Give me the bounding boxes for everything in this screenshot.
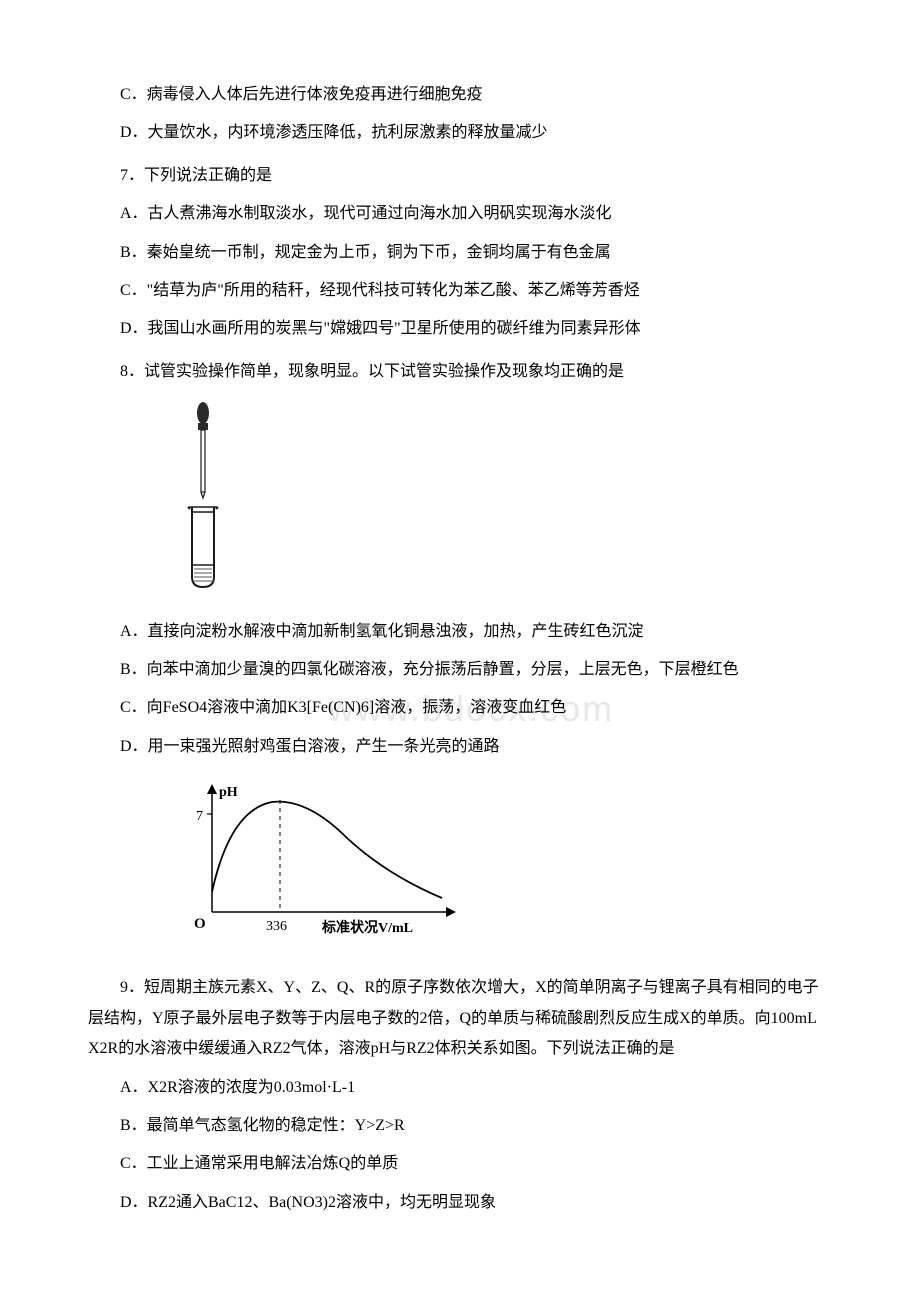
svg-text:O: O (194, 916, 206, 932)
q6-option-c: C．病毒侵入人体后先进行体液免疫再进行细胞免疫 (88, 80, 832, 110)
q9-option-b: B．最简单气态氢化物的稳定性：Y>Z>R (88, 1111, 832, 1141)
q7-stem: 7．下列说法正确的是 (88, 161, 832, 191)
testtube-svg (172, 401, 234, 591)
ph-chart-svg: pH 7 O 336 标准状况V/mL (172, 780, 472, 948)
q6-option-d: D．大量饮水，内环境渗透压降低，抗利尿激素的释放量减少 (88, 118, 832, 148)
q9-option-a: A．X2R溶液的浓度为0.03mol·L-1 (88, 1073, 832, 1103)
testtube-figure (172, 401, 832, 602)
svg-text:pH: pH (219, 785, 238, 800)
svg-text:7: 7 (196, 809, 203, 824)
q8-option-a: A．直接向淀粉水解液中滴加新制氢氧化铜悬浊液，加热，产生砖红色沉淀 (88, 617, 832, 647)
q8-option-b: B．向苯中滴加少量溴的四氯化碳溶液，充分振荡后静置，分层，上层无色，下层橙红色 (88, 655, 832, 685)
q7-option-a: A．古人煮沸海水制取淡水，现代可通过向海水加入明矾实现海水淡化 (88, 199, 832, 229)
q9-stem: 9．短周期主族元素X、Y、Z、Q、R的原子序数依次增大，X的简单阴离子与锂离子具… (88, 973, 832, 1064)
ph-chart-figure: pH 7 O 336 标准状况V/mL (172, 780, 832, 959)
svg-text:336: 336 (266, 919, 287, 934)
q7-option-b: B．秦始皇统一币制，规定金为上币，铜为下币，金铜均属于有色金属 (88, 238, 832, 268)
q9-option-d: D．RZ2通入BaC12、Ba(NO3)2溶液中，均无明显现象 (88, 1188, 832, 1218)
q7-option-d: D．我国山水画所用的炭黑与"嫦娥四号"卫星所使用的碳纤维为同素异形体 (88, 314, 832, 344)
q9-option-c: C．工业上通常采用电解法冶炼Q的单质 (88, 1149, 832, 1179)
svg-text:标准状况V/mL: 标准状况V/mL (321, 919, 413, 936)
q8-option-c: C．向FeSO4溶液中滴加K3[Fe(CN)6]溶液，振荡，溶液变血红色 (88, 693, 832, 723)
q8-stem: 8．试管实验操作简单，现象明显。以下试管实验操作及现象均正确的是 (88, 357, 832, 387)
q8-option-d: D．用一束强光照射鸡蛋白溶液，产生一条光亮的通路 (88, 732, 832, 762)
q7-option-c: C．"结草为庐"所用的秸秆，经现代科技可转化为苯乙酸、苯乙烯等芳香烃 (88, 276, 832, 306)
